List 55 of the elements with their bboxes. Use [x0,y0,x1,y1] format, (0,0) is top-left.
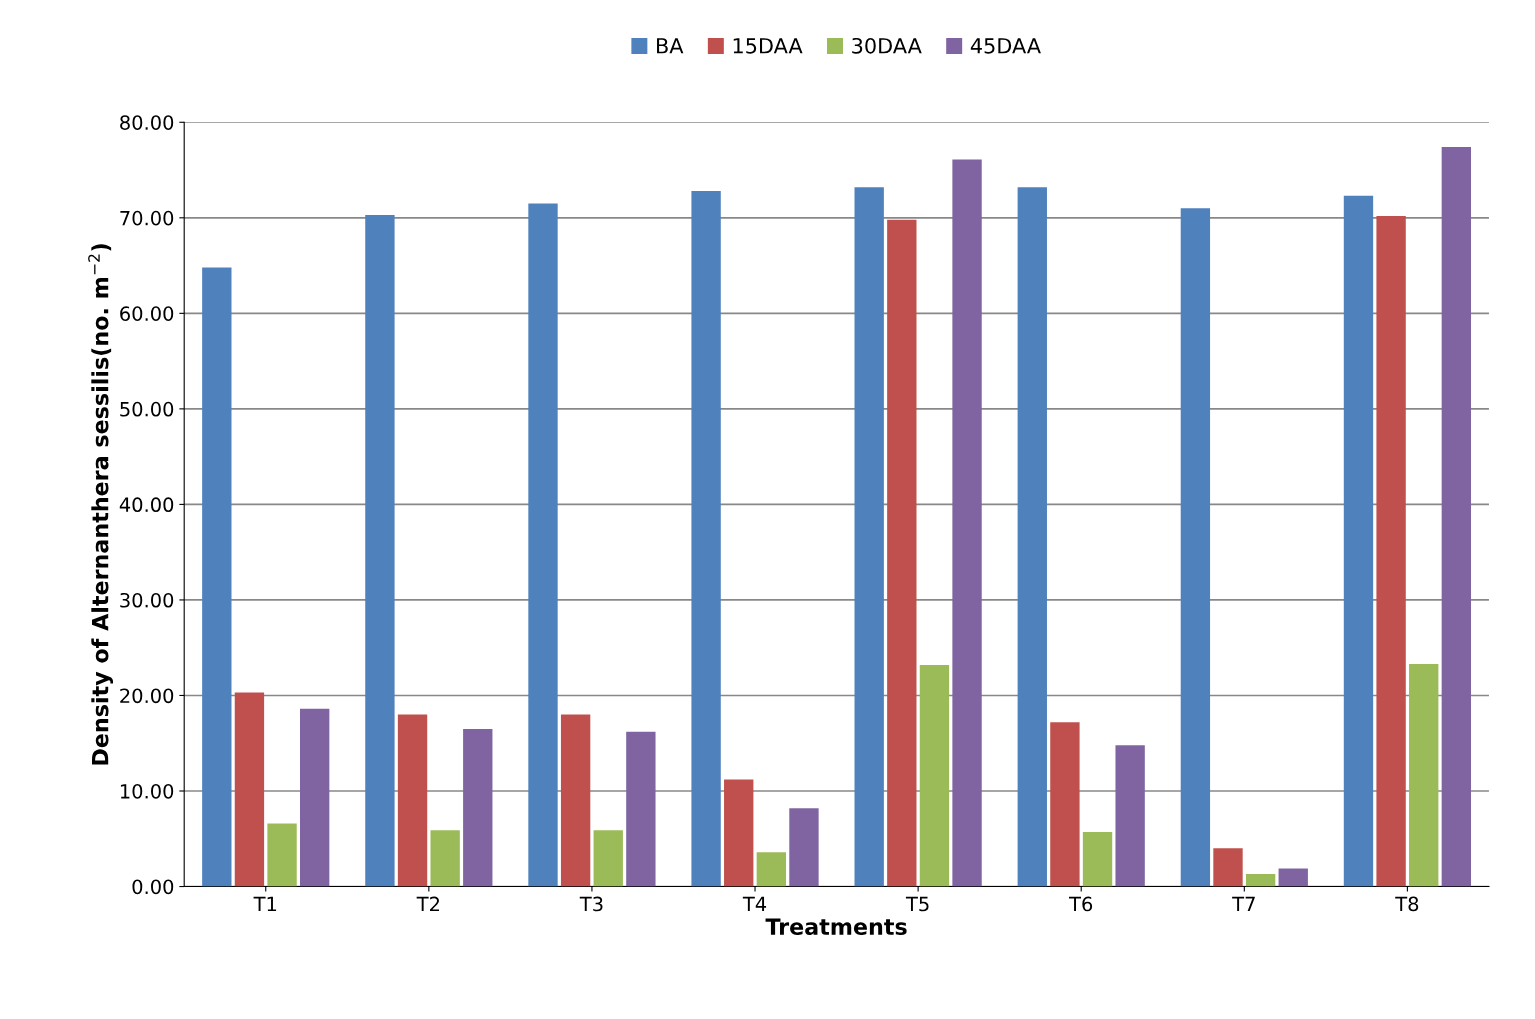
bar [1343,195,1374,887]
bar [234,692,265,887]
bar [1050,722,1080,887]
bar [854,187,884,887]
x-tick-label: T3 [579,896,603,912]
bar [397,714,428,887]
x-tick-label: T2 [416,896,440,912]
bar [365,214,395,887]
y-axis-title: Density of Alternanthera sessilis(no. m$^{−2}$) [88,244,113,765]
y-tick-label: 70.00 [120,210,174,226]
x-axis-title: Treatments [765,918,907,936]
bar [887,219,917,887]
y-tick-label: 30.00 [120,592,174,608]
y-tick-label: 0.00 [132,879,174,895]
bar [756,852,787,887]
bar [1245,874,1276,887]
bar [300,708,330,887]
bar [1180,208,1211,887]
bar [1441,147,1472,887]
x-tick-label: T8 [1395,896,1419,912]
x-tick-label: T7 [1232,896,1255,912]
y-tick-label: 40.00 [119,497,174,513]
y-tick-label: 20.00 [120,688,174,704]
y-tick-label: 50.00 [120,401,174,417]
bar [528,203,558,887]
y-tick-label: 60.00 [120,306,174,322]
x-tick-label: T6 [1069,896,1093,912]
bar [1115,745,1145,887]
bar [1376,215,1406,887]
legend-label: 45DAA [970,38,1041,54]
bar [1082,832,1113,887]
bar [1017,187,1047,887]
bar [593,830,623,887]
legend-label: 15DAA [733,38,803,54]
bar [267,823,297,887]
bar [919,664,950,887]
bar [789,808,819,887]
bar [952,159,982,887]
bar [626,731,656,887]
y-tick-label: 10.00 [120,783,174,799]
x-tick-label: T4 [742,896,767,912]
bar [430,830,460,887]
x-tick-label: T1 [253,896,277,912]
legend-label: 30DAA [852,37,922,54]
y-tick-label: 80.00 [120,115,174,130]
x-tick-label: T5 [905,896,929,912]
legend-label: BA [657,38,684,54]
bar [560,714,591,887]
bar [202,267,232,887]
bar [463,728,493,887]
bar [1278,868,1308,887]
bar [1213,848,1243,887]
bar [724,779,754,887]
bar [691,191,721,887]
bar [1409,663,1439,887]
